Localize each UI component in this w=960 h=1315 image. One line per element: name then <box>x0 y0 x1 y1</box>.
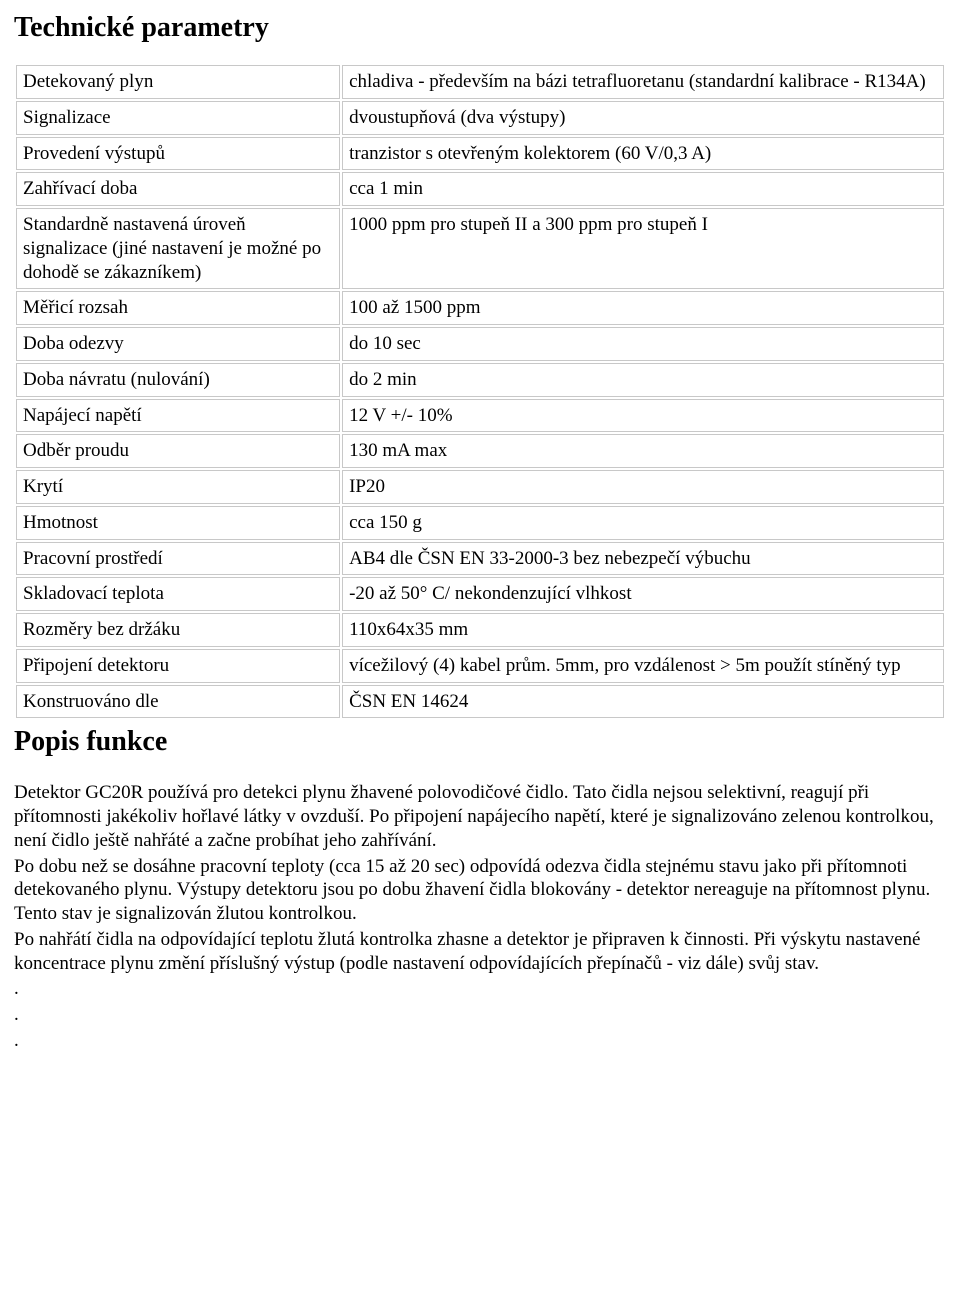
param-value: -20 až 50° C/ nekondenzující vlhkost <box>342 577 944 611</box>
description-block: Detektor GC20R používá pro detekci plynu… <box>14 781 946 1052</box>
table-row: Provedení výstupůtranzistor s otevřeným … <box>16 137 944 171</box>
param-label: Standardně nastavená úroveň signalizace … <box>16 208 340 289</box>
desc-paragraph-2: Po dobu než se dosáhne pracovní teploty … <box>14 855 946 926</box>
table-row: Napájecí napětí12 V +/- 10% <box>16 399 944 433</box>
param-label: Rozměry bez držáku <box>16 613 340 647</box>
param-label: Doba odezvy <box>16 327 340 361</box>
table-row: KrytíIP20 <box>16 470 944 504</box>
param-label: Skladovací teplota <box>16 577 340 611</box>
param-label: Měřicí rozsah <box>16 291 340 325</box>
param-value: do 2 min <box>342 363 944 397</box>
desc-dot: . <box>14 1003 946 1027</box>
desc-paragraph-3: Po nahřátí čidla na odpovídající teplotu… <box>14 928 946 976</box>
param-value: dvoustupňová (dva výstupy) <box>342 101 944 135</box>
table-row: Skladovací teplota-20 až 50° C/ nekonden… <box>16 577 944 611</box>
param-value: ČSN EN 14624 <box>342 685 944 719</box>
table-row: Rozměry bez držáku110x64x35 mm <box>16 613 944 647</box>
table-row: Doba odezvydo 10 sec <box>16 327 944 361</box>
param-value: do 10 sec <box>342 327 944 361</box>
param-value: chladiva - především na bázi tetrafluore… <box>342 65 944 99</box>
param-label: Odběr proudu <box>16 434 340 468</box>
param-label: Konstruováno dle <box>16 685 340 719</box>
heading-popis-funkce: Popis funkce <box>14 724 946 759</box>
table-row: Konstruováno dleČSN EN 14624 <box>16 685 944 719</box>
param-value: vícežilový (4) kabel prům. 5mm, pro vzdá… <box>342 649 944 683</box>
param-value: 100 až 1500 ppm <box>342 291 944 325</box>
param-value: 130 mA max <box>342 434 944 468</box>
table-row: Signalizacedvoustupňová (dva výstupy) <box>16 101 944 135</box>
param-label: Pracovní prostředí <box>16 542 340 576</box>
table-row: Zahřívací dobacca 1 min <box>16 172 944 206</box>
desc-dot: . <box>14 1029 946 1053</box>
param-value: cca 1 min <box>342 172 944 206</box>
table-row: Standardně nastavená úroveň signalizace … <box>16 208 944 289</box>
param-value: 1000 ppm pro stupeň II a 300 ppm pro stu… <box>342 208 944 289</box>
table-row: Detekovaný plynchladiva - především na b… <box>16 65 944 99</box>
param-value: 12 V +/- 10% <box>342 399 944 433</box>
param-label: Napájecí napětí <box>16 399 340 433</box>
tech-params-tbody: Detekovaný plynchladiva - především na b… <box>16 65 944 718</box>
param-value: tranzistor s otevřeným kolektorem (60 V/… <box>342 137 944 171</box>
param-value: AB4 dle ČSN EN 33-2000-3 bez nebezpečí v… <box>342 542 944 576</box>
table-row: Měřicí rozsah100 až 1500 ppm <box>16 291 944 325</box>
param-label: Krytí <box>16 470 340 504</box>
heading-tech-params: Technické parametry <box>14 10 946 45</box>
table-row: Hmotnostcca 150 g <box>16 506 944 540</box>
param-label: Detekovaný plyn <box>16 65 340 99</box>
table-row: Doba návratu (nulování)do 2 min <box>16 363 944 397</box>
table-row: Pracovní prostředíAB4 dle ČSN EN 33-2000… <box>16 542 944 576</box>
table-row: Připojení detektoruvícežilový (4) kabel … <box>16 649 944 683</box>
param-value: 110x64x35 mm <box>342 613 944 647</box>
tech-params-table: Detekovaný plynchladiva - především na b… <box>14 63 946 720</box>
table-row: Odběr proudu130 mA max <box>16 434 944 468</box>
desc-paragraph-1: Detektor GC20R používá pro detekci plynu… <box>14 781 946 852</box>
desc-dot: . <box>14 977 946 1001</box>
param-value: IP20 <box>342 470 944 504</box>
param-label: Hmotnost <box>16 506 340 540</box>
param-label: Provedení výstupů <box>16 137 340 171</box>
param-label: Zahřívací doba <box>16 172 340 206</box>
param-label: Doba návratu (nulování) <box>16 363 340 397</box>
param-value: cca 150 g <box>342 506 944 540</box>
param-label: Signalizace <box>16 101 340 135</box>
param-label: Připojení detektoru <box>16 649 340 683</box>
